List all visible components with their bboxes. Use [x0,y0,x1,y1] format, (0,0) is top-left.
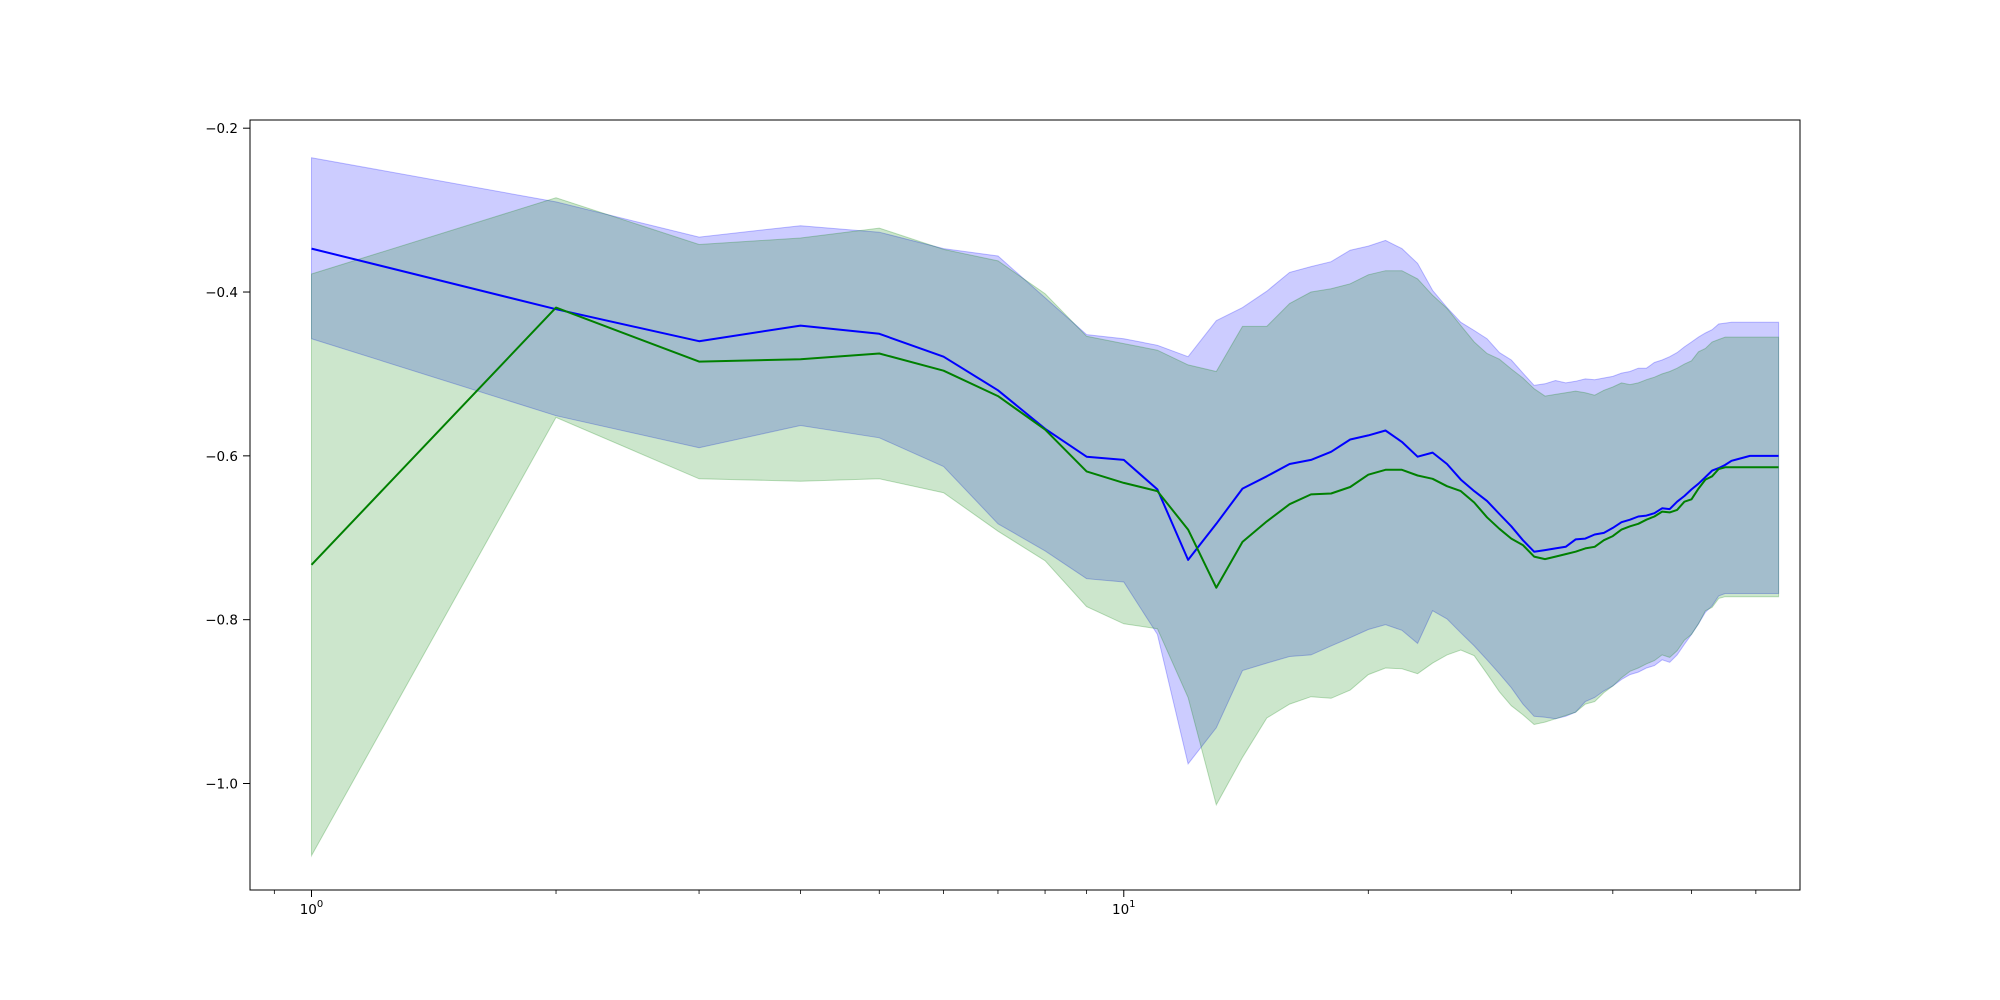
series-2-band [311,197,1780,858]
plot-area-frame [249,119,1801,891]
series-1-line [311,247,1779,561]
series-1-band [311,157,1780,766]
series-lines [310,247,1779,589]
y-tick-label: −0.8 [205,613,238,629]
y-tick-label: −0.4 [205,285,238,301]
y-axis: −0.2 −0.4 −0.6 −0.8 −1.0 [205,121,250,793]
y-tick-label: −0.2 [205,121,238,137]
x-tick-label: 101 [1112,899,1136,918]
y-tick-label: −1.0 [205,777,238,793]
y-tick-label: −0.6 [205,449,238,465]
x-tick-label: 100 [300,899,324,918]
x-axis: 100 101 [273,890,1757,918]
confidence-bands [311,157,1780,858]
series-2-line [310,306,1779,589]
